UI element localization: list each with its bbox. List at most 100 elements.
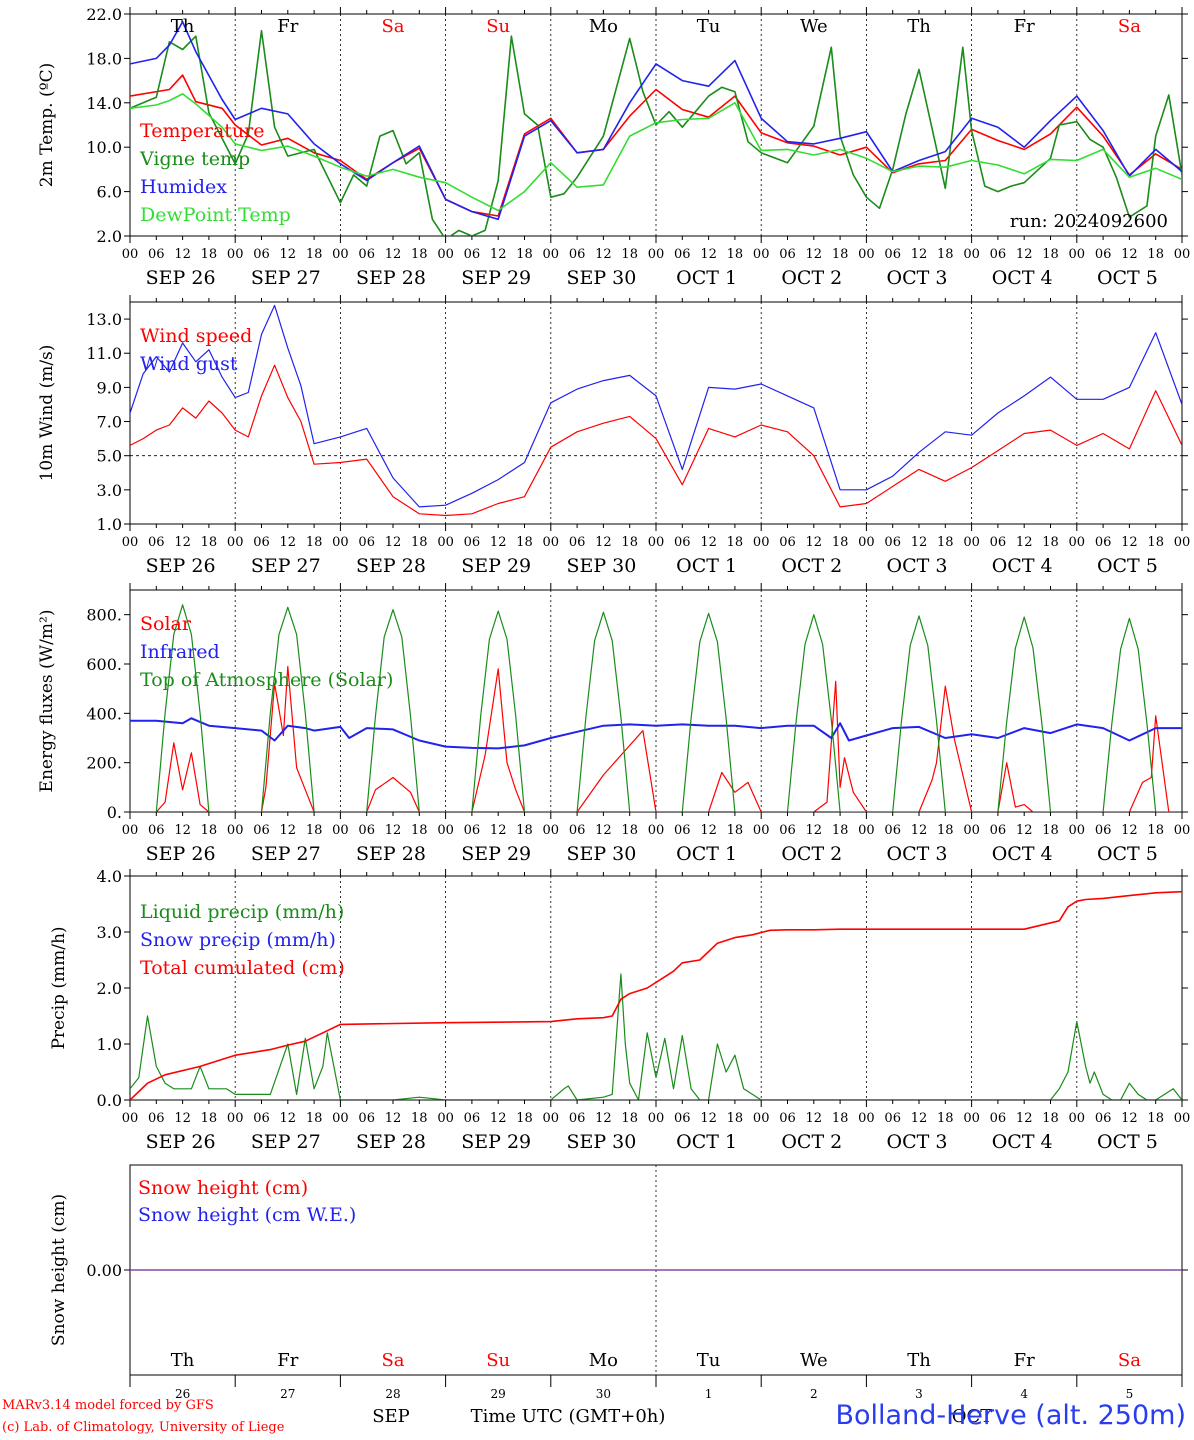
y-tick-label: 18.0 [86, 49, 122, 68]
day-name: Th [907, 16, 931, 37]
hour-tick-label: 06 [253, 247, 270, 262]
hour-tick-label: 18 [411, 247, 428, 262]
hour-tick-label: 12 [1121, 1111, 1138, 1126]
date-label: SEP 29 [461, 843, 531, 865]
day-number: 28 [385, 1387, 400, 1401]
hour-tick-label: 00 [227, 247, 244, 262]
legend-entry: Infrared [140, 641, 220, 663]
hour-tick-label: 12 [1016, 1111, 1033, 1126]
hour-tick-label: 18 [727, 535, 744, 550]
hour-tick-label: 00 [543, 535, 560, 550]
hour-tick-label: 00 [963, 823, 980, 838]
hour-tick-label: 00 [1174, 535, 1191, 550]
hour-tick-label: 12 [700, 247, 717, 262]
y-tick-label: 200. [86, 754, 122, 773]
y-tick-label: 600. [86, 655, 122, 674]
hour-tick-label: 12 [595, 247, 612, 262]
hour-tick-label: 06 [253, 1111, 270, 1126]
y-tick-label: 7.0 [97, 413, 122, 432]
series-line-vigne-temp [130, 29, 1182, 236]
y-axis-label: 2m Temp. (ºC) [37, 63, 57, 188]
date-label: OCT 4 [992, 267, 1053, 289]
hour-tick-label: 00 [648, 823, 665, 838]
series-line-liquid-precip-mm-h- [130, 973, 1182, 1100]
date-label: OCT 2 [781, 843, 842, 865]
legend-entry: Snow precip (mm/h) [140, 929, 336, 951]
hour-tick-label: 18 [306, 823, 323, 838]
hour-tick-label: 00 [753, 1111, 770, 1126]
date-label: SEP 28 [356, 267, 426, 289]
series-line-top-of-atmosphere-solar- [130, 604, 1182, 812]
hour-tick-label: 18 [411, 1111, 428, 1126]
hour-tick-label: 18 [1147, 1111, 1164, 1126]
hour-tick-label: 06 [674, 823, 691, 838]
day-name: Sa [1118, 1350, 1141, 1371]
hour-tick-label: 12 [1121, 247, 1138, 262]
legend-entry: Wind speed [140, 325, 252, 347]
hour-tick-label: 12 [911, 1111, 928, 1126]
hour-tick-label: 12 [385, 535, 402, 550]
hour-tick-label: 18 [411, 535, 428, 550]
hour-tick-label: 06 [884, 823, 901, 838]
hour-tick-label: 00 [122, 823, 139, 838]
hour-tick-label: 18 [832, 1111, 849, 1126]
date-label: OCT 5 [1097, 267, 1158, 289]
hour-tick-label: 06 [253, 823, 270, 838]
hour-tick-label: 00 [543, 1111, 560, 1126]
hour-tick-label: 18 [621, 535, 638, 550]
date-label: SEP 29 [461, 267, 531, 289]
hour-tick-label: 00 [227, 823, 244, 838]
hour-tick-label: 06 [358, 535, 375, 550]
date-label: SEP 27 [251, 1131, 321, 1153]
hour-tick-label: 00 [543, 247, 560, 262]
date-label: SEP 26 [146, 1131, 216, 1153]
y-tick-label: 0.00 [86, 1261, 122, 1280]
day-name: Th [171, 16, 195, 37]
legend-entry: Snow height (cm W.E.) [138, 1204, 356, 1226]
y-tick-label: 3.0 [97, 481, 122, 500]
hour-tick-label: 18 [516, 1111, 533, 1126]
y-tick-label: 3.0 [97, 923, 122, 942]
hour-tick-label: 00 [858, 1111, 875, 1126]
day-name: Tu [697, 1350, 721, 1371]
date-label: OCT 5 [1097, 843, 1158, 865]
legend-entry: Vigne temp [139, 148, 250, 170]
hour-tick-label: 00 [437, 247, 454, 262]
y-tick-label: 14.0 [86, 94, 122, 113]
hour-tick-label: 00 [753, 247, 770, 262]
y-tick-label: 22.0 [86, 5, 122, 24]
day-number: 27 [280, 1387, 295, 1401]
date-label: SEP 27 [251, 555, 321, 577]
panel-2: 1.0 3.0 5.0 7.0 9.0 11.0 13.0 10m Wind (m/s) 00 0… [37, 295, 1190, 577]
hour-tick-label: 18 [411, 823, 428, 838]
y-tick-label: 400. [86, 704, 122, 723]
hour-tick-label: 12 [280, 823, 297, 838]
y-tick-label: 11.0 [86, 344, 122, 363]
hour-tick-label: 00 [332, 247, 349, 262]
hour-tick-label: 18 [201, 823, 218, 838]
date-label: SEP 27 [251, 267, 321, 289]
date-label: OCT 2 [781, 267, 842, 289]
panel-4: 0.0 1.0 2.0 3.0 4.0 Precip (mm/h) 00 06 12 18 00 06… [49, 867, 1190, 1153]
hour-tick-label: 06 [779, 535, 796, 550]
hour-tick-label: 00 [437, 535, 454, 550]
hour-tick-label: 12 [1016, 247, 1033, 262]
hour-tick-label: 06 [990, 535, 1007, 550]
hour-tick-label: 18 [1042, 823, 1059, 838]
hour-tick-label: 18 [937, 535, 954, 550]
hour-tick-label: 06 [884, 535, 901, 550]
hour-tick-label: 12 [1016, 823, 1033, 838]
hour-tick-label: 18 [937, 1111, 954, 1126]
hour-tick-label: 00 [858, 823, 875, 838]
hour-tick-label: 00 [332, 823, 349, 838]
date-label: OCT 2 [781, 555, 842, 577]
hour-tick-label: 06 [358, 247, 375, 262]
date-label: OCT 3 [887, 267, 948, 289]
series-line-temperature [130, 74, 1182, 217]
day-number: 2 [810, 1387, 818, 1401]
date-label: SEP 30 [566, 843, 636, 865]
day-name: Fr [277, 16, 298, 37]
y-axis-label: 10m Wind (m/s) [37, 345, 57, 482]
hour-tick-label: 00 [648, 535, 665, 550]
hour-tick-label: 12 [174, 1111, 191, 1126]
